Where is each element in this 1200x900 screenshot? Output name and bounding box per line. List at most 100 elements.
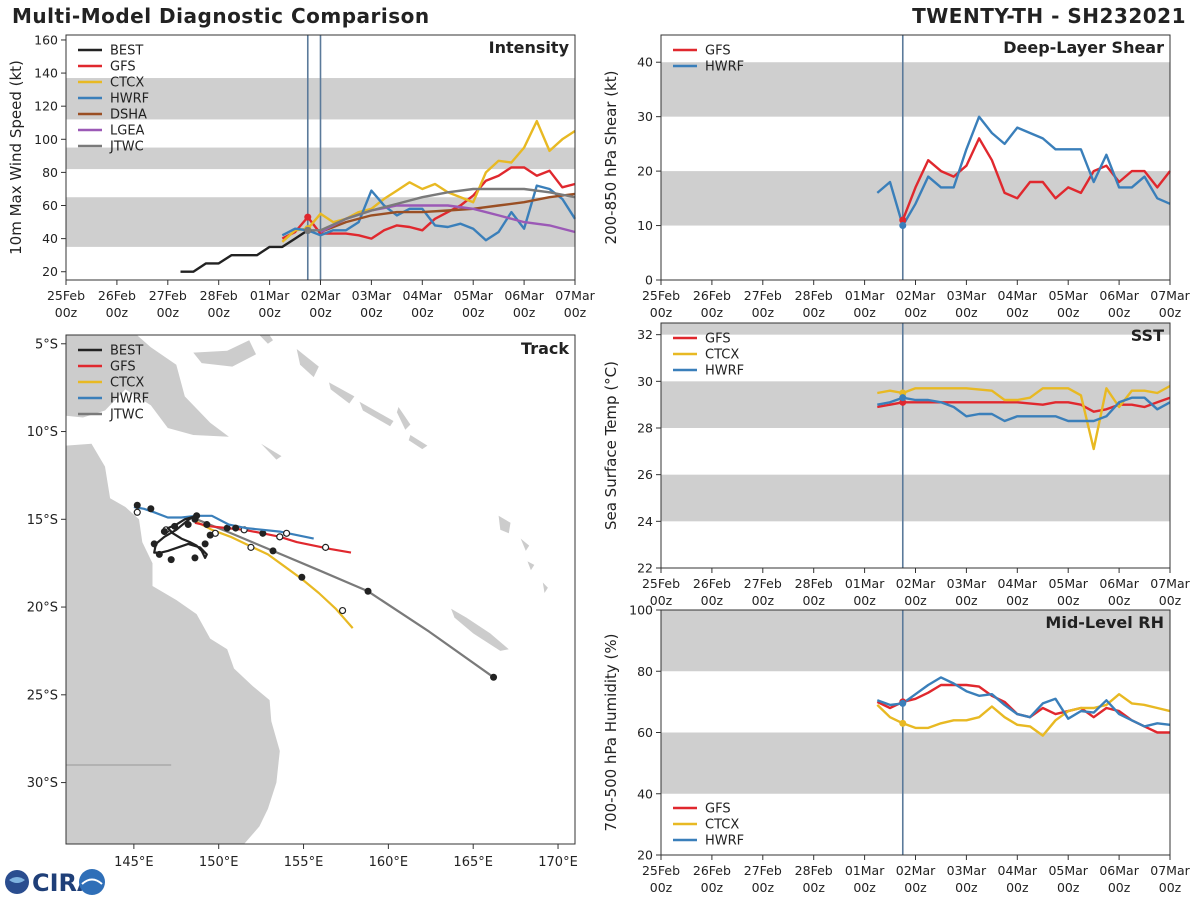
rh-xtick-sub: 00z: [1108, 880, 1131, 895]
page-title: Multi-Model Diagnostic Comparison: [12, 4, 430, 28]
track-frame: [65, 334, 576, 845]
rh-xtick-sub: 00z: [853, 880, 876, 895]
track-ytick-label: 30°S: [27, 776, 58, 791]
intensity-xtick-label: 03Mar: [352, 288, 392, 303]
solomon-island-3: [396, 407, 411, 430]
intensity-legend-label-hwrf: HWRF: [110, 92, 149, 107]
rh-band-1: [661, 610, 1170, 672]
intensity-xtick-label: 07Mar: [555, 288, 595, 303]
intensity-legend-label-best: BEST: [110, 44, 143, 59]
sst-xtick-sub: 00z: [904, 593, 927, 608]
sst-ytick-label: 32: [637, 327, 653, 342]
new-guinea-land: [66, 335, 229, 437]
track-point-best: [133, 501, 141, 509]
sst-ytick-label: 30: [637, 374, 653, 389]
rh-xtick-label: 05Mar: [1048, 863, 1088, 878]
rh-xtick-label: 26Feb: [693, 863, 731, 878]
track-ring-gfs: [321, 543, 330, 551]
solomon-island-4: [408, 435, 428, 450]
track-point-best: [147, 505, 155, 513]
sst-ytick-label: 26: [637, 467, 653, 482]
intensity-ytick-label: 140: [34, 66, 58, 81]
intensity-ytick-label: 40: [42, 231, 58, 246]
sst-xtick-label: 06Mar: [1099, 576, 1139, 591]
intensity-xtick-sub: 00z: [55, 305, 78, 320]
rh-frame: [660, 609, 1171, 856]
track-ytick-label: 5°S: [35, 337, 58, 352]
cira-logo: CIRA: [5, 869, 105, 897]
rh-xtick-sub: 00z: [701, 880, 724, 895]
intensity-series-dsha: [320, 192, 576, 234]
sst-xtick-sub: 00z: [1006, 593, 1029, 608]
track-ytick-label: 20°S: [27, 601, 58, 616]
sst-legend-label-gfs: GFS: [705, 332, 731, 347]
intensity-legend-label-gfs: GFS: [110, 60, 136, 75]
panel-sst: 25Feb 00z 26Feb 00z 27Feb 00z 28Feb 00z 01Mar 00z…: [602, 322, 1191, 608]
track-legend-label-ctcx: CTCX: [110, 376, 144, 391]
track-point-best: [203, 521, 211, 529]
rh-xtick-sub: 00z: [955, 880, 978, 895]
rh-ytick-label: 60: [637, 725, 653, 740]
sst-xtick-label: 26Feb: [693, 576, 731, 591]
rh-xtick-sub: 00z: [1159, 880, 1182, 895]
sst-ytick-label: 22: [637, 561, 653, 576]
intensity-frame: [65, 34, 576, 281]
shear-ytick-label: 10: [637, 218, 653, 233]
sst-xtick-label: 28Feb: [795, 576, 833, 591]
sst-title: SST: [1131, 326, 1164, 345]
intensity-xtick-sub: 00z: [207, 305, 230, 320]
track-point-best: [206, 531, 214, 539]
vanuatu-island-1: [498, 515, 511, 534]
panel-track: 145°E 150°E 155°E 160°E 165°E 170°E 5°S 10°S 15°…: [27, 334, 578, 870]
sst-ylabel: Sea Surface Temp (°C): [602, 361, 620, 530]
sst-xtick-label: 25Feb: [642, 576, 680, 591]
rh-xtick-sub: 00z: [1006, 880, 1029, 895]
sst-xtick-sub: 00z: [955, 593, 978, 608]
rh-xtick-label: 03Mar: [947, 863, 987, 878]
rh-xtick-label: 01Mar: [845, 863, 885, 878]
shear-xtick-sub: 00z: [1108, 305, 1131, 320]
satellite-badge-icon: [79, 869, 105, 895]
solomon-island-2: [359, 401, 394, 427]
shear-current-point-gfs: [899, 216, 907, 224]
shear-band-0: [661, 171, 1170, 226]
rh-title: Mid-Level RH: [1045, 613, 1164, 632]
rh-xtick-label: 25Feb: [642, 863, 680, 878]
panel-shear: 25Feb 00z 26Feb 00z 27Feb 00z 28Feb 00z 01Mar 00z…: [602, 34, 1191, 320]
sst-legend-label-ctcx: CTCX: [705, 348, 739, 363]
track-point-jtwc: [364, 587, 372, 595]
shear-xtick-label: 25Feb: [642, 288, 680, 303]
rh-band-0: [661, 732, 1170, 794]
rh-current-point-ctcx: [899, 719, 907, 727]
intensity-xtick-label: 06Mar: [504, 288, 544, 303]
sst-xtick-sub: 00z: [802, 593, 825, 608]
intensity-ytick-label: 100: [34, 132, 58, 147]
shear-xtick-sub: 00z: [1006, 305, 1029, 320]
shear-xtick-sub: 00z: [802, 305, 825, 320]
sst-xtick-sub: 00z: [650, 593, 673, 608]
rh-xtick-label: 28Feb: [795, 863, 833, 878]
shear-xtick-label: 03Mar: [947, 288, 987, 303]
shear-xtick-label: 28Feb: [795, 288, 833, 303]
track-point-jtwc: [269, 547, 277, 555]
intensity-current-point-gfs: [304, 213, 312, 221]
track-xtick-label: 165°E: [453, 855, 493, 870]
intensity-xtick-sub: 00z: [258, 305, 281, 320]
sst-xtick-label: 05Mar: [1048, 576, 1088, 591]
shear-series-hwrf: [876, 115, 1171, 227]
track-line-best: [153, 514, 208, 560]
rh-xtick-sub: 00z: [904, 880, 927, 895]
new-ireland-land: [259, 335, 273, 344]
shear-band-1: [661, 62, 1170, 117]
intensity-xtick-sub: 00z: [360, 305, 383, 320]
rh-legend-label-gfs: GFS: [705, 802, 731, 817]
intensity-title: Intensity: [489, 38, 570, 57]
track-xtick-label: 160°E: [369, 855, 409, 870]
rh-ytick-label: 100: [629, 603, 653, 618]
sst-xtick-sub: 00z: [1108, 593, 1131, 608]
track-point-best: [155, 550, 163, 558]
sst-series-ctcx: [877, 384, 1171, 451]
track-legend-label-hwrf: HWRF: [110, 392, 149, 407]
australia-land: [66, 443, 280, 844]
rh-series-ctcx: [876, 693, 1171, 737]
